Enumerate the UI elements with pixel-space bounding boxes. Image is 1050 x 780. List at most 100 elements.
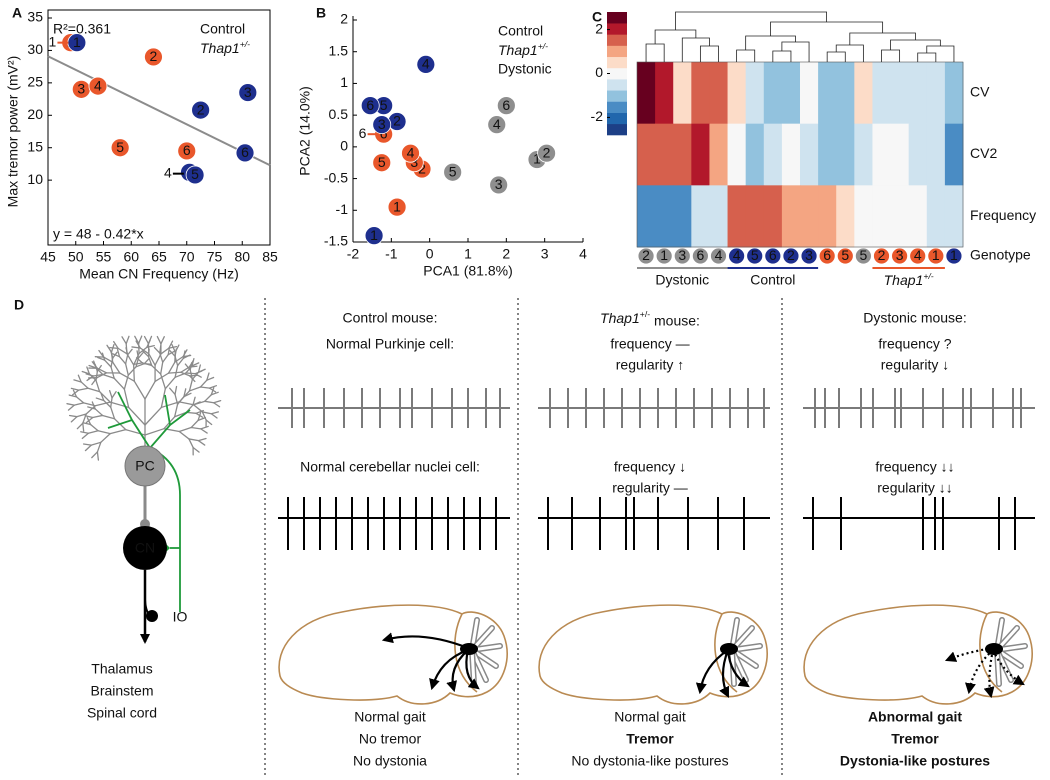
dendrite	[95, 367, 104, 376]
dendrite	[96, 451, 100, 461]
dendrite	[151, 364, 162, 375]
dendrite	[201, 411, 212, 415]
dendrite	[210, 413, 218, 419]
genotype-label: 4	[733, 247, 741, 263]
dendrite	[178, 430, 190, 440]
colorbar-swatch	[607, 123, 627, 136]
dendrite	[73, 379, 82, 383]
io-label: IO	[173, 609, 188, 625]
y-axis-label: PCA2 (14.0%)	[297, 86, 313, 175]
genotype-label: 4	[715, 247, 723, 263]
y-tick-label: 20	[27, 106, 43, 122]
dendrite	[103, 399, 112, 408]
x-tick-label: -2	[347, 246, 360, 262]
colorbar-swatch	[607, 12, 627, 24]
dendrite	[139, 347, 150, 355]
heatmap-cell	[926, 185, 946, 248]
x-tick-label: 75	[207, 249, 223, 265]
dendrite	[174, 385, 178, 396]
dendrite	[127, 366, 137, 376]
cn-description: regularity —	[612, 480, 687, 496]
dendrite	[89, 423, 99, 432]
dendrite	[110, 397, 113, 408]
genotype-label: 5	[751, 247, 759, 263]
dendrite	[191, 362, 200, 367]
dendrite	[153, 346, 161, 354]
genotype-label: 1	[950, 247, 958, 263]
dendrite	[188, 438, 194, 449]
dendrite	[75, 396, 85, 404]
genotype-marker	[673, 247, 691, 265]
pc-description: Normal Purkinje cell:	[326, 336, 454, 352]
dendrite	[102, 356, 114, 363]
data-point	[238, 83, 258, 102]
dendrite	[76, 413, 87, 418]
x-tick-label: 0	[426, 246, 434, 262]
dendrite	[189, 375, 196, 383]
x-tick-label: 70	[179, 249, 195, 265]
heatmap-cell	[800, 185, 819, 248]
cerebellum-border	[979, 613, 1003, 693]
heatmap-cell	[944, 185, 964, 248]
dendrite	[110, 351, 114, 363]
dendrite	[96, 441, 102, 453]
point-label: 2	[150, 48, 158, 64]
dendrogram-branch	[645, 43, 665, 62]
y-axis-label: Max tremor power (mV²)	[5, 56, 21, 208]
colorbar-swatch	[607, 112, 627, 125]
y-tick-label: -1	[336, 201, 349, 217]
target-label: Thalamus	[91, 661, 152, 677]
dendrite	[109, 346, 119, 350]
dendrite	[167, 371, 182, 374]
x-tick-label: 80	[234, 249, 250, 265]
dendrite	[101, 414, 116, 420]
dendrite	[197, 364, 202, 373]
dendrogram-branch	[881, 49, 901, 62]
heatmap-cell	[763, 62, 783, 125]
genotype-label: 3	[896, 247, 904, 263]
heatmap-cell	[908, 123, 928, 186]
dendrite	[77, 374, 82, 383]
dendrite	[97, 430, 111, 435]
pc-description: regularity ↑	[616, 357, 684, 373]
cn-description: Normal cerebellar nuclei cell:	[300, 459, 480, 475]
group-label: Control	[750, 272, 795, 288]
colorbar-swatch	[607, 56, 627, 69]
genotype-marker	[800, 247, 818, 265]
dendrite	[167, 361, 176, 374]
data-point	[537, 143, 556, 163]
genotype-marker	[637, 247, 655, 265]
x-tick-label: 65	[151, 249, 167, 265]
dendrite	[200, 428, 208, 434]
point-label: 2	[393, 113, 401, 129]
dendrite	[156, 335, 162, 345]
dendrite	[81, 370, 91, 375]
dendrite	[126, 353, 135, 366]
heatmap-cell	[872, 123, 892, 186]
genotype-label: 2	[878, 247, 886, 263]
heatmap-cell	[691, 185, 710, 248]
folium-inner	[470, 648, 476, 686]
point-label: 5	[380, 97, 388, 113]
dendrite	[147, 355, 153, 367]
genotype-label: 1	[932, 247, 940, 263]
heatmap-cell	[745, 62, 765, 125]
heatmap-cell	[709, 123, 729, 186]
dendrite	[98, 349, 105, 358]
brain	[278, 604, 508, 705]
dendrite	[169, 349, 176, 357]
point-label: 5	[449, 163, 457, 179]
cn-cell	[123, 526, 167, 570]
point-label: 4	[493, 116, 501, 132]
dendrite	[68, 394, 78, 398]
dendrite	[147, 335, 153, 345]
point-label: 4	[94, 77, 102, 93]
y-tick-label: -1.5	[324, 233, 348, 249]
x-tick-label: 3	[541, 246, 549, 262]
heatmap-cell	[655, 62, 674, 125]
dendrite	[164, 376, 176, 390]
dendrite	[90, 441, 102, 446]
diagram: D PC CN IO Thalamus Brainstem Spinal cord Contr…	[14, 297, 1035, 769]
dendrite	[97, 356, 106, 361]
